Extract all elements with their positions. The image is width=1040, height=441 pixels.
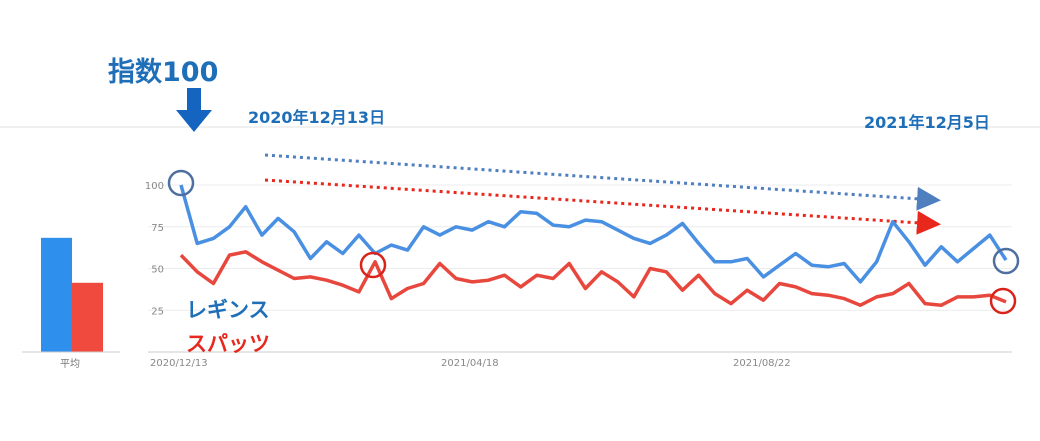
average-label: 平均 (60, 359, 80, 370)
legend-spats: スパッツ (186, 332, 270, 356)
x-axis-ticks: 2020/12/13 2021/04/18 2021/08/22 (150, 358, 791, 369)
start-date-label: 2020年12月13日 (248, 108, 386, 127)
blue-trend-arrow (264, 153, 941, 211)
y-axis-ticks: 25 50 75 100 (145, 181, 164, 317)
highlight-circle-end-red (989, 287, 1017, 315)
red-trend-arrow (264, 178, 941, 235)
average-bar-spats (72, 282, 103, 352)
average-bars (41, 237, 103, 352)
x-tick-label: 2020/12/13 (150, 358, 208, 369)
y-tick-label: 50 (151, 265, 164, 276)
y-tick-label: 100 (145, 181, 164, 192)
index-100-label: 指数100 (108, 57, 219, 88)
x-tick-label: 2021/08/22 (733, 358, 791, 369)
legend-leggings: レギンス (186, 298, 270, 322)
end-date-label: 2021年12月5日 (864, 113, 990, 132)
gridlines (148, 184, 1012, 311)
y-tick-label: 75 (151, 223, 164, 234)
series-line-spats (179, 250, 1007, 307)
highlight-circle-start-blue (167, 169, 195, 197)
series-line-leggings (179, 184, 1008, 284)
highlight-circle-mid-red (359, 251, 387, 279)
down-arrow-icon (176, 88, 212, 132)
x-tick-label: 2021/04/18 (441, 358, 499, 369)
highlight-circle-end-blue (992, 247, 1020, 275)
average-bar-leggings (41, 237, 72, 352)
y-tick-label: 25 (151, 306, 164, 317)
